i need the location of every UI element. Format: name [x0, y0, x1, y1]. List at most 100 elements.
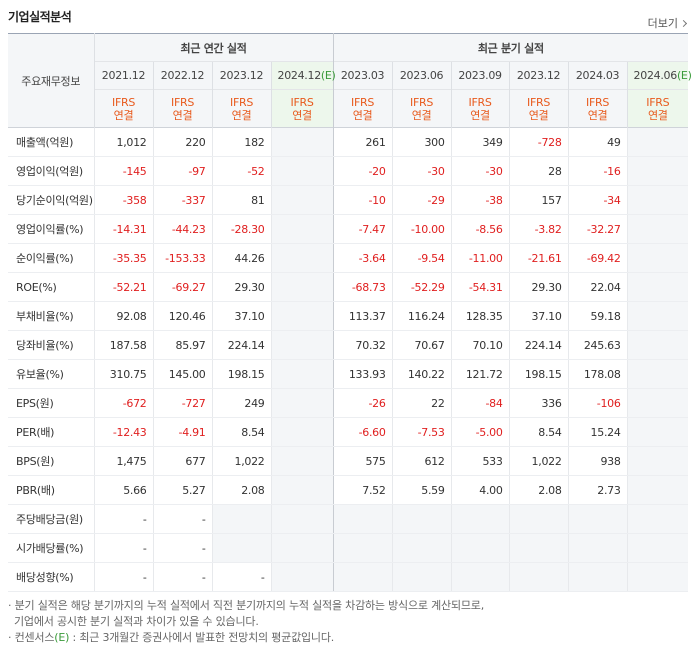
- value-cell: 575: [332, 446, 393, 476]
- table-row: 매출액(억원) 1,012 220 182 261 300 349 -728 49: [8, 127, 689, 157]
- value-cell: 140.22: [391, 359, 452, 389]
- value-cell: 249: [211, 388, 271, 418]
- row-label: 주당배당금(원): [8, 504, 94, 534]
- value-cell: [626, 504, 689, 534]
- period-header: 2024.12(E): [270, 61, 336, 90]
- ifrs-header: IFRS 연결: [93, 89, 153, 128]
- value-cell: 1,022: [508, 446, 569, 476]
- value-cell: [270, 475, 334, 505]
- value-cell: [332, 562, 393, 592]
- value-cell: [211, 533, 271, 563]
- row-label: EPS(원): [8, 388, 94, 418]
- value-cell: -84: [450, 388, 510, 418]
- row-label: 시가배당률(%): [8, 533, 94, 563]
- value-cell: [270, 533, 334, 563]
- value-cell: [270, 417, 334, 447]
- ifrs-header: IFRS 연결: [270, 89, 334, 128]
- row-label: 배당성향(%): [8, 562, 94, 592]
- value-cell: -: [152, 533, 212, 563]
- value-cell: [270, 504, 334, 534]
- table-row: 부채비율(%) 92.08 120.46 37.10 113.37 116.24 128.3…: [8, 301, 689, 331]
- estimate-mark: (E): [676, 69, 692, 82]
- table-row: ROE(%) -52.21 -69.27 29.30 -68.73 -52.29 -54.3…: [8, 272, 689, 302]
- value-cell: [626, 127, 689, 157]
- row-label: 영업이익(억원): [8, 156, 94, 186]
- value-cell: [626, 214, 689, 244]
- value-cell: 113.37: [332, 301, 393, 331]
- value-cell: 198.15: [211, 359, 271, 389]
- value-cell: -: [93, 533, 153, 563]
- value-cell: -337: [152, 185, 212, 215]
- value-cell: -: [152, 504, 212, 534]
- value-cell: 120.46: [152, 301, 212, 331]
- value-cell: [391, 533, 452, 563]
- value-cell: [626, 185, 689, 215]
- value-cell: 220: [152, 127, 212, 157]
- value-cell: 198.15: [508, 359, 569, 389]
- value-cell: 1,022: [211, 446, 271, 476]
- value-cell: [270, 301, 334, 331]
- value-cell: [332, 533, 393, 563]
- value-cell: -26: [332, 388, 393, 418]
- value-cell: 70.10: [450, 330, 510, 360]
- value-cell: [211, 504, 271, 534]
- table-row: 배당성향(%) - - -: [8, 562, 689, 592]
- value-cell: -672: [93, 388, 153, 418]
- ifrs-header: IFRS 연결: [508, 89, 569, 128]
- row-label: 당기순이익(억원): [8, 185, 94, 215]
- quarter-header: 최근 분기 실적: [332, 33, 689, 62]
- note-line: 기업에서 공시한 분기 실적과 차이가 있을 수 있습니다.: [14, 615, 259, 628]
- value-cell: -21.61: [508, 243, 569, 273]
- financial-table: 주요재무정보 최근 연간 실적 최근 분기 실적 2021.12 2022.12 2…: [8, 33, 692, 592]
- value-cell: -153.33: [152, 243, 212, 273]
- value-cell: -106: [567, 388, 628, 418]
- section-title: 기업실적분석: [8, 10, 72, 24]
- value-cell: 4.00: [450, 475, 510, 505]
- value-cell: 5.59: [391, 475, 452, 505]
- more-link[interactable]: 더보기: [648, 15, 686, 31]
- value-cell: -727: [152, 388, 212, 418]
- value-cell: [626, 446, 689, 476]
- value-cell: -30: [450, 156, 510, 186]
- value-cell: [626, 533, 689, 563]
- value-cell: -728: [508, 127, 569, 157]
- value-cell: [450, 504, 510, 534]
- row-label: 유보율(%): [8, 359, 94, 389]
- value-cell: [391, 562, 452, 592]
- value-cell: 187.58: [93, 330, 153, 360]
- value-cell: -44.23: [152, 214, 212, 244]
- value-cell: [270, 185, 334, 215]
- ifrs-row: IFRS 연결 IFRS 연결 IFRS 연결 IFRS 연결 IFRS 연결 IFRS 연결 IFRS…: [8, 89, 689, 128]
- value-cell: -145: [93, 156, 153, 186]
- value-cell: 70.32: [332, 330, 393, 360]
- value-cell: 49: [567, 127, 628, 157]
- value-cell: -20: [332, 156, 393, 186]
- value-cell: 224.14: [211, 330, 271, 360]
- value-cell: -69.42: [567, 243, 628, 273]
- ifrs-header: IFRS 연결: [626, 89, 689, 128]
- value-cell: 59.18: [567, 301, 628, 331]
- ifrs-header: IFRS 연결: [567, 89, 628, 128]
- value-cell: [270, 359, 334, 389]
- value-cell: 2.73: [567, 475, 628, 505]
- value-cell: 5.66: [93, 475, 153, 505]
- value-cell: [567, 533, 628, 563]
- value-cell: [270, 446, 334, 476]
- value-cell: 92.08: [93, 301, 153, 331]
- value-cell: -7.47: [332, 214, 393, 244]
- row-label-header: 주요재무정보: [8, 33, 94, 128]
- value-cell: -30: [391, 156, 452, 186]
- value-cell: -10.00: [391, 214, 452, 244]
- value-cell: [567, 504, 628, 534]
- value-cell: [270, 330, 334, 360]
- value-cell: -5.00: [450, 417, 510, 447]
- value-cell: -11.00: [450, 243, 510, 273]
- value-cell: 349: [450, 127, 510, 157]
- value-cell: 37.10: [211, 301, 271, 331]
- value-cell: 182: [211, 127, 271, 157]
- value-cell: 157: [508, 185, 569, 215]
- value-cell: 81: [211, 185, 271, 215]
- value-cell: -12.43: [93, 417, 153, 447]
- value-cell: -3.64: [332, 243, 393, 273]
- value-cell: [567, 562, 628, 592]
